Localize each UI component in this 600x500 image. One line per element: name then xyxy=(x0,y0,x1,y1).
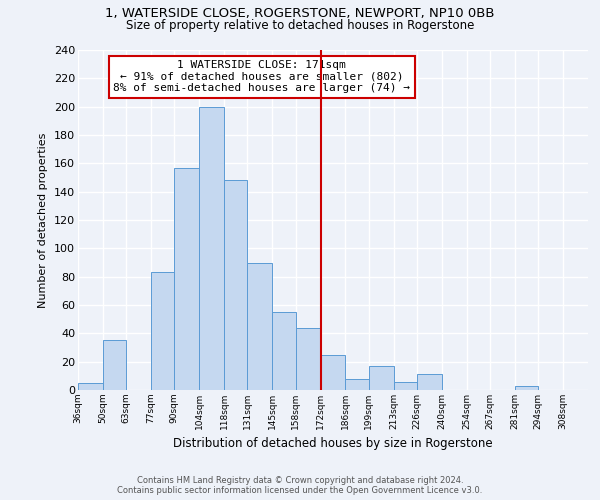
Bar xyxy=(320,354,346,390)
Bar xyxy=(394,382,417,390)
Y-axis label: Number of detached properties: Number of detached properties xyxy=(38,132,49,308)
Text: Contains HM Land Registry data © Crown copyright and database right 2024.
Contai: Contains HM Land Registry data © Crown c… xyxy=(118,476,482,495)
Bar xyxy=(272,312,296,390)
Bar xyxy=(247,262,272,390)
Bar xyxy=(103,340,126,390)
Bar xyxy=(78,383,103,390)
Bar xyxy=(346,378,368,390)
Bar xyxy=(174,168,199,390)
Bar xyxy=(368,366,394,390)
Bar xyxy=(199,106,224,390)
Bar xyxy=(417,374,442,390)
X-axis label: Distribution of detached houses by size in Rogerstone: Distribution of detached houses by size … xyxy=(173,438,493,450)
Text: 1 WATERSIDE CLOSE: 171sqm
← 91% of detached houses are smaller (802)
8% of semi-: 1 WATERSIDE CLOSE: 171sqm ← 91% of detac… xyxy=(113,60,410,94)
Bar xyxy=(151,272,174,390)
Bar xyxy=(515,386,538,390)
Text: 1, WATERSIDE CLOSE, ROGERSTONE, NEWPORT, NP10 0BB: 1, WATERSIDE CLOSE, ROGERSTONE, NEWPORT,… xyxy=(105,8,495,20)
Bar xyxy=(224,180,247,390)
Bar xyxy=(296,328,320,390)
Text: Size of property relative to detached houses in Rogerstone: Size of property relative to detached ho… xyxy=(126,19,474,32)
